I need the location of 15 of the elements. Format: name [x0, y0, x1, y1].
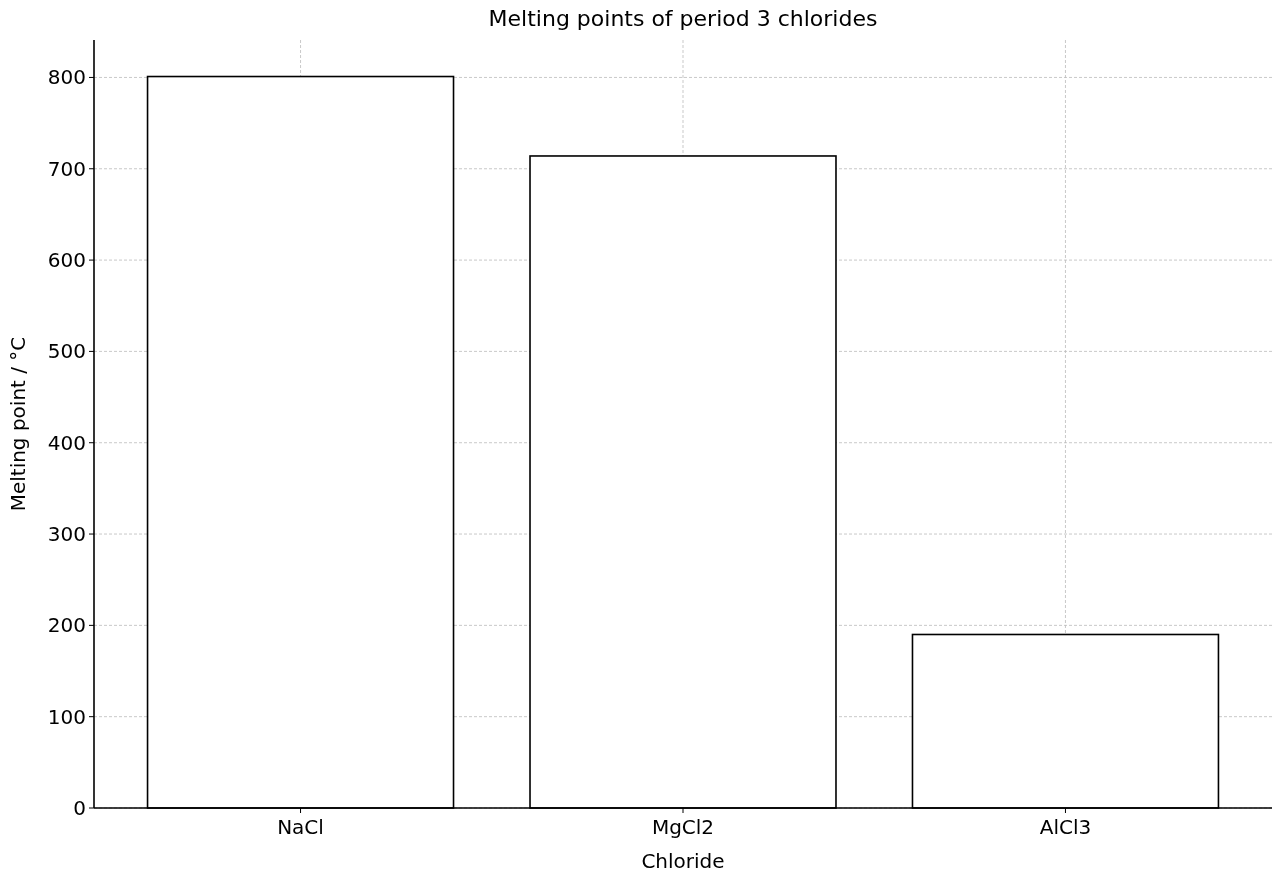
y-tick-label: 700 — [47, 156, 86, 181]
x-tick-label: MgCl2 — [651, 815, 715, 839]
x-tick-label: NaCl — [277, 815, 324, 839]
y-tick-label: 100 — [47, 704, 86, 729]
y-tick-label: 500 — [47, 339, 86, 364]
x-axis-title: Chloride — [641, 849, 725, 873]
y-tick-label: 0 — [73, 796, 86, 820]
y-tick-label: 400 — [47, 430, 86, 455]
y-tick-label: 800 — [47, 65, 86, 90]
y-tick-label: 600 — [47, 248, 86, 273]
y-tick-label: 200 — [47, 613, 86, 638]
y-axis-title: Melting point / °C — [6, 336, 30, 512]
y-tick-label: 300 — [47, 522, 86, 547]
x-tick-label: AlCl3 — [1039, 815, 1092, 839]
chart-title: Melting points of period 3 chlorides — [488, 6, 878, 31]
